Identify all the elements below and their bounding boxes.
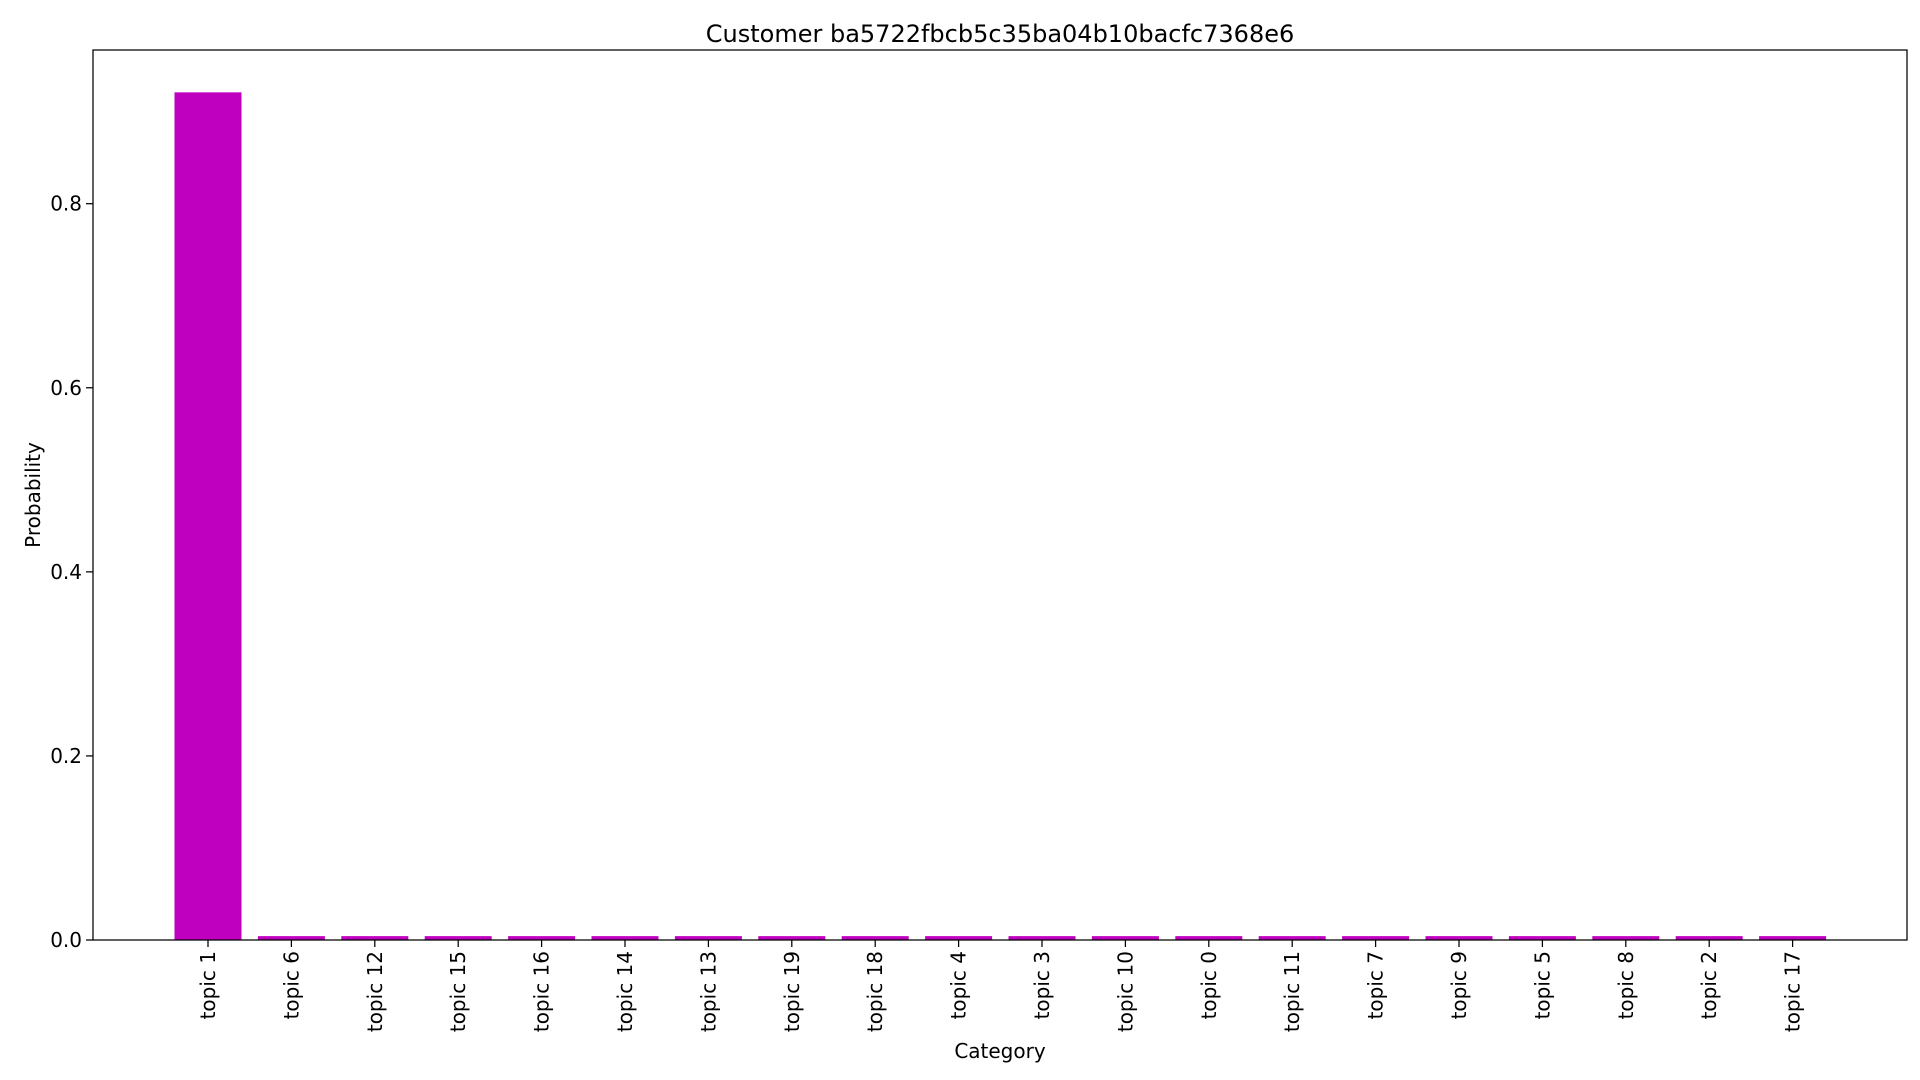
bar-topic-5 xyxy=(1508,936,1576,940)
bar-topic-0 xyxy=(1175,936,1243,940)
x-tick-label: topic 15 xyxy=(446,951,470,1032)
x-tick-label: topic 17 xyxy=(1781,951,1805,1032)
bar-topic-2 xyxy=(1675,936,1743,940)
x-axis-label: Category xyxy=(954,1039,1046,1063)
bar-topic-3 xyxy=(1008,936,1076,940)
plot-area-frame xyxy=(92,49,1908,941)
bar-topic-17 xyxy=(1759,936,1827,940)
x-tick-label: topic 13 xyxy=(696,951,720,1032)
chart-title: Customer ba5722fbcb5c35ba04b10bacfc7368e… xyxy=(706,20,1295,48)
bar-topic-18 xyxy=(841,936,909,940)
y-tick-label: 0.8 xyxy=(50,192,82,216)
x-tick-label: topic 5 xyxy=(1530,951,1554,1019)
x-tick-label: topic 1 xyxy=(196,951,220,1019)
bar-topic-4 xyxy=(925,936,993,940)
y-axis-label: Probability xyxy=(21,442,45,548)
y-axis: 0.0 0.2 0.4 0.6 0.8 xyxy=(50,192,93,952)
bar-topic-1 xyxy=(174,92,242,941)
x-tick-label: topic 10 xyxy=(1113,951,1137,1032)
x-tick-label: topic 12 xyxy=(363,951,387,1032)
x-tick-label: topic 2 xyxy=(1697,951,1721,1019)
x-tick-label: topic 18 xyxy=(863,951,887,1032)
x-tick-label: topic 4 xyxy=(947,951,971,1019)
x-tick-label: topic 0 xyxy=(1197,951,1221,1019)
bar-topic-8 xyxy=(1592,936,1660,940)
x-tick-label: topic 3 xyxy=(1030,951,1054,1019)
bar-topic-10 xyxy=(1091,936,1159,940)
x-tick-label: topic 11 xyxy=(1280,951,1304,1032)
bar-topic-6 xyxy=(257,936,325,940)
y-tick-label: 0.0 xyxy=(50,928,82,952)
bar-topic-12 xyxy=(341,936,409,940)
bar-topic-7 xyxy=(1342,936,1410,940)
bar-topic-16 xyxy=(508,936,576,940)
bar-topic-9 xyxy=(1425,936,1493,940)
x-tick-label: topic 6 xyxy=(279,951,303,1019)
x-tick-label: topic 7 xyxy=(1364,951,1388,1019)
y-tick-label: 0.6 xyxy=(50,376,82,400)
x-tick-label: topic 9 xyxy=(1447,951,1471,1019)
bar-topic-13 xyxy=(674,936,742,940)
y-tick-label: 0.2 xyxy=(50,744,82,768)
bar-topic-14 xyxy=(591,936,659,940)
x-tick-label: topic 19 xyxy=(780,951,804,1032)
x-tick-label: topic 16 xyxy=(530,951,554,1032)
x-tick-label: topic 14 xyxy=(613,951,637,1032)
bar-topic-19 xyxy=(758,936,826,940)
bar-topic-11 xyxy=(1258,936,1326,940)
bar-topic-15 xyxy=(424,936,492,940)
bars xyxy=(174,92,1827,941)
x-axis: topic 1 topic 6 topic 12 topic 15 topic 16 to… xyxy=(196,940,1805,1032)
x-tick-label: topic 8 xyxy=(1614,951,1638,1019)
y-tick-label: 0.4 xyxy=(50,560,82,584)
